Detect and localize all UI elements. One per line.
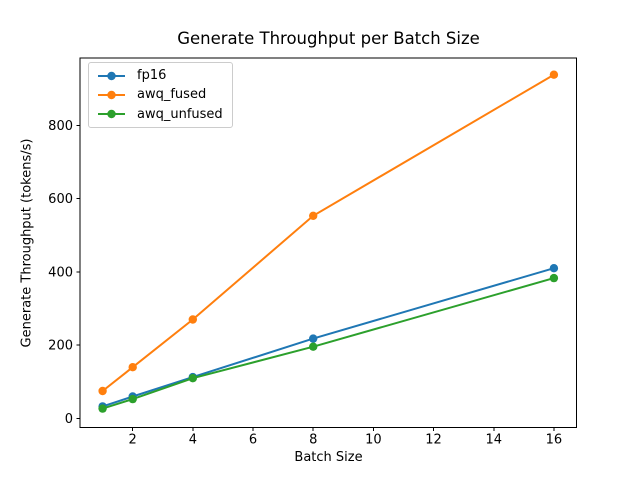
legend: fp16 awq_fused awq_unfused [88,62,233,128]
legend-item-fp16: fp16 [89,68,232,83]
x-tick-label: 16 [546,433,563,448]
legend-item-awq-fused: awq_fused [89,87,232,102]
series-awq_unfused-marker [128,394,137,404]
y-axis-label: Generate Throughput (tokens/s) [19,138,35,348]
series-awq_unfused-line [101,277,555,410]
series-awq_fused-marker [98,386,107,396]
x-tick-label: 4 [189,433,197,448]
legend-label: awq_fused [137,87,207,103]
legend-line-sample-icon [98,71,125,80]
x-axis-label: Batch Size [294,450,363,465]
x-tick-label: 2 [129,433,137,448]
series-fp16-marker [549,264,559,273]
axes-frame [79,57,577,428]
legend-label: awq_unfused [137,106,223,122]
y-tick-label: 600 [48,192,73,207]
legend-line-sample-icon [98,90,125,100]
x-tick-label: 14 [485,433,502,448]
series-awq_fused-marker [128,363,137,372]
series-awq_unfused-marker [188,374,197,383]
x-tick-label: 10 [365,433,382,448]
legend-item-awq-unfused: awq_unfused [89,107,232,122]
series-awq_unfused-marker [309,342,318,351]
legend-label: fp16 [137,68,167,84]
y-tick-label: 400 [48,265,73,280]
x-tick-label: 8 [309,433,317,448]
y-tick-label: 0 [65,412,73,427]
series-awq_fused-marker [549,70,559,79]
series-awq_unfused-marker [549,273,559,283]
y-tick-label: 800 [48,119,73,134]
x-tick-label: 6 [249,433,257,448]
series-awq_fused-marker [309,211,318,220]
x-tick-label: 12 [425,433,442,448]
series-awq_fused-marker [188,315,197,324]
series-fp16-marker [309,334,318,343]
series-awq_unfused-marker [98,404,107,413]
chart-title: Generate Throughput per Batch Size [177,29,480,48]
legend-line-sample-icon [98,110,125,119]
y-tick-label: 200 [48,339,73,354]
